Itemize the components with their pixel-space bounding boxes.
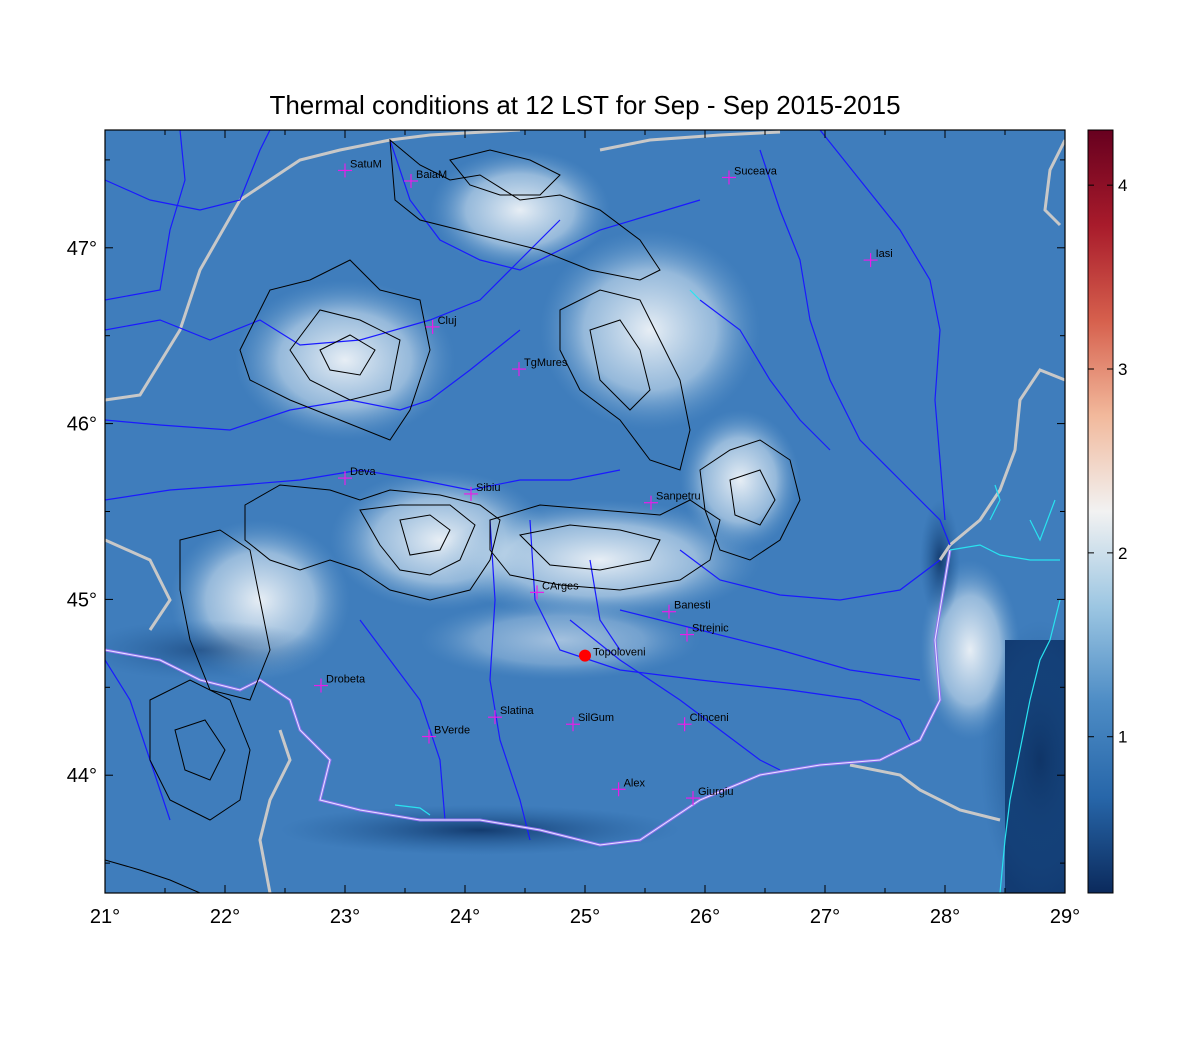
station-label: TgMures bbox=[524, 357, 568, 369]
station-label: Deva bbox=[350, 466, 377, 478]
relief-contours bbox=[105, 138, 801, 893]
y-axis-tick-labels: 47° 46° 45° 44° bbox=[67, 238, 97, 787]
station-sanpetru: Sanpetru bbox=[644, 491, 701, 510]
station-label: BaiaM bbox=[416, 169, 447, 181]
x-tick-label: 23° bbox=[330, 906, 360, 928]
station-bverde: BVerde bbox=[422, 725, 470, 744]
colorbar-tick-label: 3 bbox=[1118, 360, 1127, 379]
station-label: Cluj bbox=[438, 315, 457, 327]
map-title: Thermal conditions at 12 LST for Sep - S… bbox=[269, 90, 901, 120]
station-label: Alex bbox=[624, 777, 646, 789]
x-tick-label: 22° bbox=[210, 906, 240, 928]
station-markers: SatuM BaiaM Suceava Iasi Cluj TgMures Deva Sibi… bbox=[314, 158, 893, 806]
station-label: Giurgiu bbox=[698, 786, 733, 798]
station-clinceni: Clinceni bbox=[677, 712, 729, 732]
colorbar-tick-label: 2 bbox=[1118, 544, 1127, 563]
x-tick-label: 26° bbox=[690, 906, 720, 928]
temperature-field bbox=[105, 130, 1065, 893]
x-tick-label: 21° bbox=[90, 906, 120, 928]
station-satum: SatuM bbox=[338, 158, 382, 178]
station-alex: Alex bbox=[611, 777, 646, 797]
station-slatina: Slatina bbox=[488, 705, 535, 725]
x-axis-tick-labels: 21° 22° 23° 24° 25° 26° 27° 28° 29° bbox=[90, 906, 1080, 928]
station-label: SilGum bbox=[578, 712, 614, 724]
station-label: Sibiu bbox=[476, 482, 500, 494]
station-giurgiu: Giurgiu bbox=[686, 786, 733, 806]
x-tick-label: 27° bbox=[810, 906, 840, 928]
station-label: Slatina bbox=[500, 705, 535, 717]
x-tick-label: 28° bbox=[930, 906, 960, 928]
y-tick-label: 46° bbox=[67, 414, 97, 436]
danube-border bbox=[105, 549, 952, 847]
station-label: Suceava bbox=[734, 165, 778, 177]
colorbar-tick-label: 1 bbox=[1118, 728, 1127, 747]
plot-frame bbox=[104, 129, 1066, 894]
station-drobeta: Drobeta bbox=[314, 674, 366, 693]
y-tick-label: 45° bbox=[67, 589, 97, 611]
station-label: Iasi bbox=[876, 248, 893, 260]
country-borders bbox=[105, 130, 1065, 893]
station-deva: Deva bbox=[338, 466, 377, 486]
station-cluj: Cluj bbox=[425, 315, 457, 334]
station-label: Sanpetru bbox=[656, 491, 701, 503]
station-label: Banesti bbox=[674, 600, 711, 612]
station-strejnic: Strejnic bbox=[680, 623, 729, 642]
station-carges: CArges bbox=[530, 580, 579, 600]
station-label: Clinceni bbox=[690, 712, 729, 724]
coastline bbox=[394, 289, 1061, 893]
station-label: CArges bbox=[542, 580, 579, 592]
station-suceava: Suceava bbox=[722, 165, 778, 185]
station-silgum: SilGum bbox=[566, 712, 614, 732]
station-baiam: BaiaM bbox=[404, 169, 447, 188]
station-label: Strejnic bbox=[692, 623, 729, 635]
station-label: SatuM bbox=[350, 158, 382, 170]
x-tick-label: 29° bbox=[1050, 906, 1080, 928]
reference-point-marker bbox=[579, 649, 591, 662]
station-label: BVerde bbox=[434, 725, 470, 737]
station-label: Drobeta bbox=[326, 674, 366, 686]
reference-point: Topoloveni bbox=[579, 647, 646, 662]
colorbar-tick-label: 4 bbox=[1118, 176, 1127, 195]
station-tgmures: TgMures bbox=[512, 357, 568, 377]
rivers bbox=[105, 130, 951, 841]
reference-point-label: Topoloveni bbox=[593, 647, 646, 659]
x-tick-label: 24° bbox=[450, 906, 480, 928]
station-iasi: Iasi bbox=[863, 248, 893, 268]
station-banesti: Banesti bbox=[662, 600, 711, 619]
station-sibiu: Sibiu bbox=[464, 482, 500, 501]
colorbar: 1 2 3 4 bbox=[1087, 129, 1127, 894]
colorbar-scale bbox=[1087, 129, 1114, 894]
x-tick-label: 25° bbox=[570, 906, 600, 928]
y-tick-label: 44° bbox=[67, 765, 97, 787]
y-tick-label: 47° bbox=[67, 238, 97, 260]
